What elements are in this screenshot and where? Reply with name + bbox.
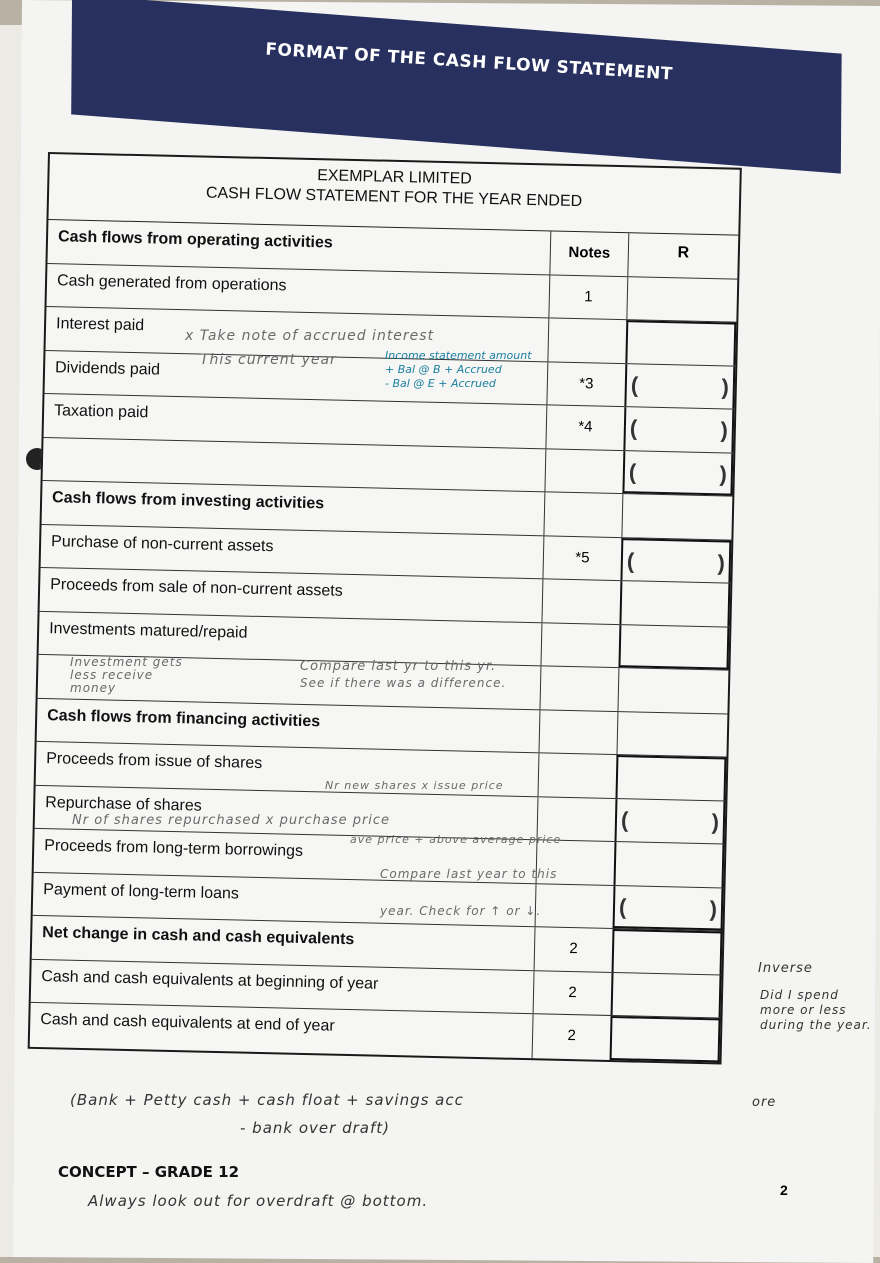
open-paren: ( bbox=[628, 458, 637, 484]
row-notes: Notes bbox=[549, 231, 629, 276]
annotation: See if there was a difference. bbox=[300, 676, 507, 690]
row-notes bbox=[547, 318, 627, 363]
row-notes bbox=[539, 666, 619, 711]
annotation: Compare last yr to this yr. bbox=[300, 659, 497, 674]
amount-cell: () bbox=[623, 407, 735, 453]
amount-cell bbox=[618, 624, 730, 670]
annotation: - Bal @ E + Accrued bbox=[385, 377, 496, 390]
annotation: ave price + above average price bbox=[350, 833, 562, 846]
annotation: year. Check for ↑ or ↓. bbox=[380, 904, 542, 918]
annotation: ore bbox=[752, 1095, 777, 1110]
annotation: Investment gets less receive money bbox=[70, 655, 183, 695]
annotation: Did I spend more or less during the year… bbox=[760, 988, 872, 1032]
amount-cell: () bbox=[624, 363, 736, 409]
amount-cell: () bbox=[622, 450, 734, 496]
row-notes: *5 bbox=[542, 535, 622, 581]
amount-cell: () bbox=[620, 537, 732, 583]
annotation: Income statement amount bbox=[385, 349, 532, 362]
row-notes bbox=[541, 579, 621, 624]
amount-cell: () bbox=[614, 798, 726, 844]
amount-cell bbox=[625, 320, 737, 366]
amount-cell bbox=[615, 755, 727, 801]
amount-cell bbox=[609, 1015, 721, 1062]
close-paren: ) bbox=[721, 373, 730, 400]
amount-cell bbox=[617, 668, 729, 714]
footer-title: CONCEPT – GRADE 12 bbox=[58, 1163, 240, 1181]
row-notes bbox=[544, 448, 624, 494]
amount-cell bbox=[613, 842, 725, 888]
row-notes: 2 bbox=[533, 927, 613, 972]
annotation: Compare last year to this bbox=[380, 867, 558, 881]
open-paren: ( bbox=[620, 806, 629, 832]
cash-flow-table: EXEMPLAR LIMITED CASH FLOW STATEMENT FOR… bbox=[27, 152, 742, 1065]
amount-cell bbox=[611, 929, 723, 974]
page-number: 2 bbox=[780, 1182, 788, 1198]
amount-cell bbox=[610, 972, 722, 1018]
close-paren: ) bbox=[720, 417, 729, 443]
amount-cell: () bbox=[612, 885, 724, 931]
annotation: This current year bbox=[200, 352, 337, 368]
row-notes bbox=[534, 883, 614, 929]
annotation: x Take note of accrued interest bbox=[185, 328, 435, 344]
amount-cell bbox=[626, 276, 738, 322]
amount-cell bbox=[621, 494, 733, 540]
close-paren: ) bbox=[709, 895, 718, 921]
row-notes: *4 bbox=[545, 405, 625, 450]
row-notes: 2 bbox=[532, 970, 612, 1015]
amount-cell: R bbox=[627, 233, 739, 279]
header-banner bbox=[71, 0, 842, 174]
annotation: - bank over draft) bbox=[240, 1119, 390, 1137]
annotation: Inverse bbox=[758, 961, 813, 976]
row-notes: 1 bbox=[548, 274, 628, 320]
close-paren: ) bbox=[717, 549, 726, 575]
annotation: Nr of shares repurchased x purchase pric… bbox=[72, 813, 391, 828]
row-notes: 2 bbox=[531, 1014, 611, 1060]
open-paren: ( bbox=[626, 547, 635, 573]
annotation: (Bank + Petty cash + cash float + saving… bbox=[70, 1091, 464, 1109]
annotation: + Bal @ B + Accrued bbox=[385, 363, 502, 376]
amount-cell bbox=[616, 711, 728, 757]
open-paren: ( bbox=[630, 371, 639, 397]
annotation: Always look out for overdraft @ bottom. bbox=[88, 1192, 429, 1210]
close-paren: ) bbox=[711, 808, 720, 834]
row-notes bbox=[543, 492, 623, 537]
row-notes: *3 bbox=[546, 361, 626, 407]
open-paren: ( bbox=[629, 415, 638, 441]
amount-cell bbox=[619, 581, 731, 627]
row-notes bbox=[538, 709, 618, 755]
open-paren: ( bbox=[618, 893, 627, 919]
close-paren: ) bbox=[719, 460, 728, 486]
row-notes bbox=[537, 753, 617, 798]
annotation: Nr new shares x issue price bbox=[325, 779, 504, 792]
row-notes bbox=[540, 622, 620, 668]
